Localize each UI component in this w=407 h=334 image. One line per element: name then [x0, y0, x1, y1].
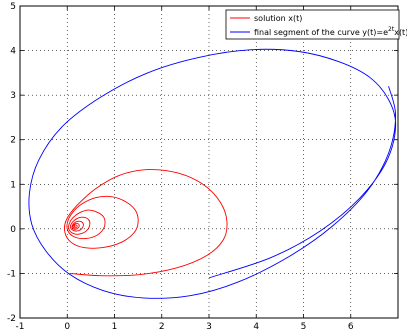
- x-tick-label: 4: [253, 322, 259, 332]
- x-tick-label: 1: [112, 322, 118, 332]
- y-tick-label: 1: [10, 180, 16, 190]
- y-tick-label: -2: [7, 314, 16, 324]
- legend-label-final-segment-prefix: final segment of the curve y(t)=e: [254, 28, 388, 37]
- grid: [20, 6, 398, 318]
- legend: solution x(t) final segment of the curve…: [225, 9, 407, 40]
- x-tick-label: -1: [16, 322, 25, 332]
- y-tick-label: 3: [10, 91, 16, 101]
- legend-label-final-segment-suffix: x(t): [394, 28, 407, 37]
- plot-series: [28, 48, 397, 299]
- legend-label-final-segment: final segment of the curve y(t)=e2tx(t): [254, 26, 407, 37]
- y-tick-label: 0: [10, 225, 16, 235]
- x-tick-label: 3: [206, 322, 212, 332]
- legend-label-solution: solution x(t): [254, 14, 302, 23]
- y-tick-label: 2: [10, 136, 16, 146]
- y-tick-label: -1: [7, 269, 16, 279]
- legend-box: [225, 9, 400, 40]
- y-tick-label: 4: [10, 47, 16, 57]
- x-tick-label: 5: [301, 322, 307, 332]
- x-tick-label: 2: [159, 322, 165, 332]
- x-tick-label: 0: [64, 322, 70, 332]
- y-tick-label: 5: [10, 2, 16, 12]
- x-tick-label: 6: [348, 322, 354, 332]
- series-solution-line: [64, 169, 228, 277]
- legend-label-final-segment-sup: 2t: [388, 26, 395, 33]
- series-final-segment-line: [28, 48, 397, 299]
